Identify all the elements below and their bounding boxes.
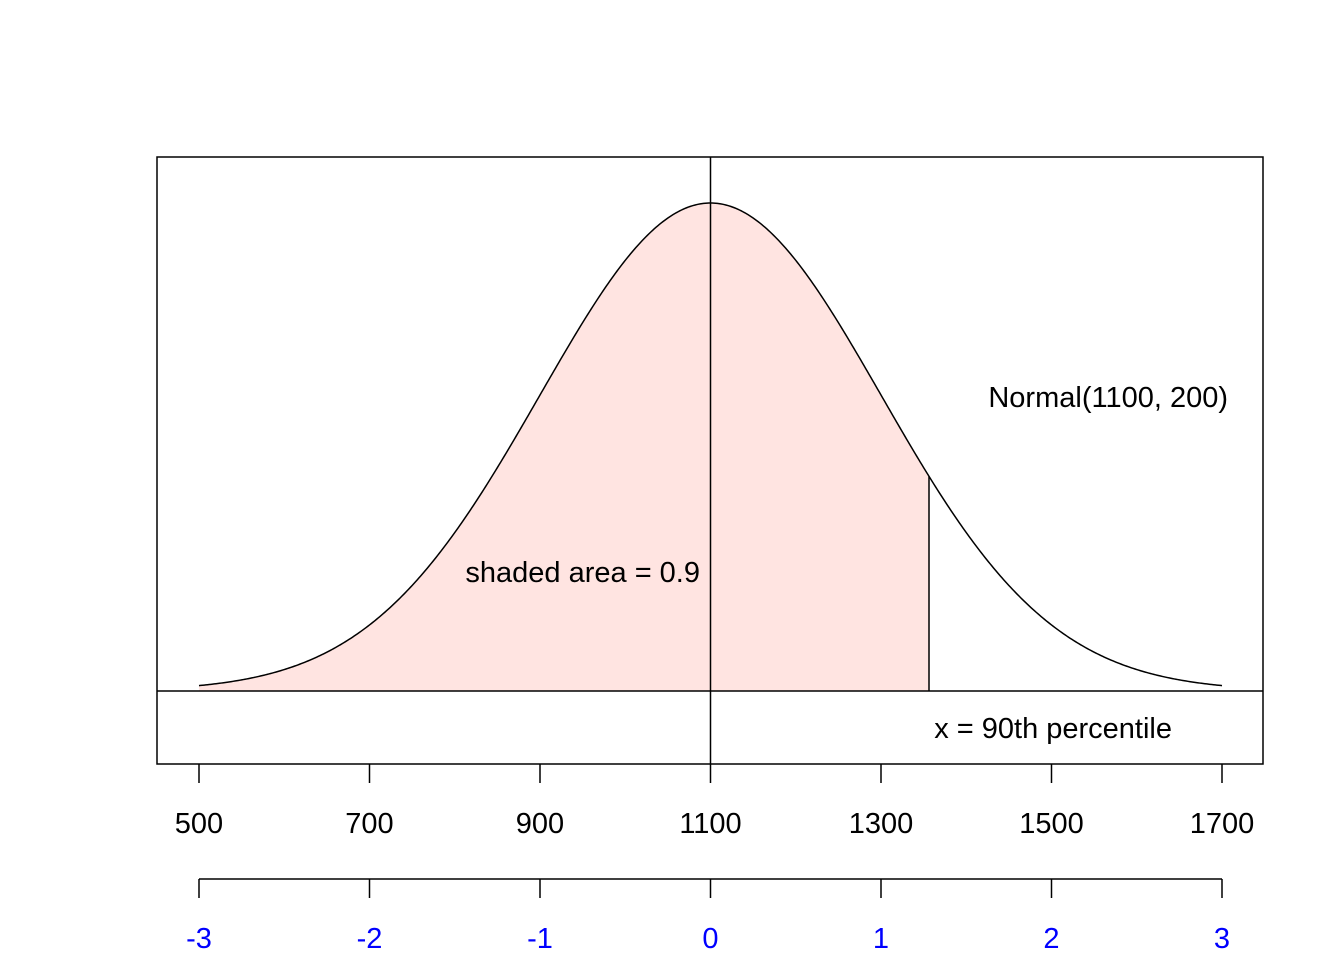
z-tick-label: 1	[873, 923, 889, 955]
curve-label: Normal(1100, 200)	[988, 382, 1228, 414]
z-tick-label: -1	[527, 923, 553, 955]
shaded-area	[199, 203, 930, 691]
x-tick-label: 900	[516, 808, 564, 840]
z-tick-label: 0	[702, 923, 718, 955]
x-tick-label: 1300	[849, 808, 914, 840]
x-marker-label: x = 90th percentile	[934, 713, 1172, 745]
x-tick-label: 700	[345, 808, 393, 840]
x-tick-label: 1700	[1190, 808, 1255, 840]
z-axis: -3 -2 -1 0 1 2 3	[186, 878, 1230, 955]
z-tick-label: -3	[186, 923, 212, 955]
x-tick-label: 1100	[679, 808, 741, 840]
z-tick-label: 2	[1043, 923, 1059, 955]
x-tick-label: 500	[175, 808, 223, 840]
x-tick-label: 1500	[1019, 808, 1084, 840]
area-label: shaded area = 0.9	[465, 557, 700, 589]
z-tick-label: -2	[357, 923, 383, 955]
z-tick-label: 3	[1214, 923, 1230, 955]
x-axis: 500 700 900 1100 1300 1500 1700	[175, 764, 1254, 840]
